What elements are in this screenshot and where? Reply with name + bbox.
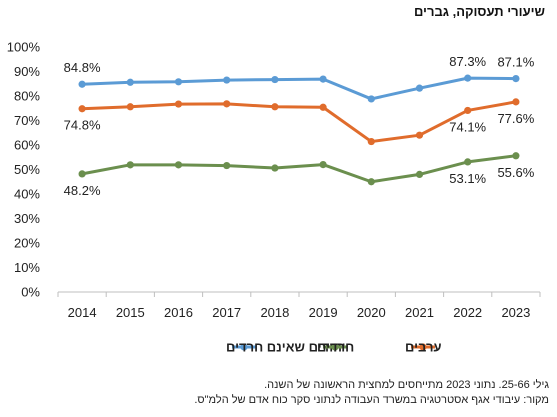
x-tick-label: 2017: [212, 305, 241, 320]
data-label: 87.3%: [449, 54, 486, 69]
legend-label: יהודים שאינם חרדים: [226, 340, 346, 355]
y-tick-label: 60%: [14, 138, 40, 153]
data-point: [512, 152, 520, 160]
data-label: 74.1%: [449, 119, 486, 134]
data-point: [223, 100, 231, 108]
data-point: [174, 78, 183, 86]
data-label: 55.6%: [497, 165, 534, 180]
x-tick-label: 2020: [357, 305, 386, 320]
data-point: [174, 100, 183, 108]
series-line: [82, 76, 516, 101]
data-point: [367, 95, 375, 103]
data-point: [271, 75, 279, 84]
series-layer: 84.8% 87.3% 87.1% 48.2% 53.1% 55.6% 74.8% 74.1%…: [64, 54, 535, 198]
series-group: 48.2% 53.1% 55.6%: [64, 152, 535, 198]
data-point: [415, 84, 424, 92]
line-chart: 0%10%20%30%40%50%60%70%80%90%100% 2014 20…: [7, 40, 541, 355]
data-point: [464, 158, 472, 166]
data-point: [512, 98, 520, 106]
series-group: 84.8% 87.3% 87.1%: [64, 54, 535, 103]
data-label: 77.6%: [497, 111, 534, 126]
legend-item: ערבים: [405, 340, 442, 355]
data-point: [512, 75, 520, 83]
x-axis: 2014 2015 2016 2017 2018 2019 2020 2021 2022 2023: [57, 291, 541, 320]
series-line: [82, 100, 517, 144]
x-tick-label: 2019: [309, 305, 338, 320]
footnotes: גילי 25-66. נתוני 2023 מתייחסים למחצית ה…: [194, 378, 549, 408]
y-tick-label: 80%: [14, 89, 40, 104]
data-point: [126, 78, 134, 86]
y-tick-label: 70%: [14, 113, 40, 128]
legend-marker: [419, 343, 427, 351]
data-point: [319, 161, 327, 169]
legend-label: חרדים: [317, 340, 354, 355]
legend-label: ערבים: [405, 340, 442, 355]
x-tick-label: 2022: [453, 305, 482, 320]
y-tick-label: 30%: [14, 211, 40, 226]
y-tick-label: 50%: [14, 162, 40, 177]
footnote-source: מקור: עיבודי אגף אסטרטגיה במשרד העבודה ל…: [194, 394, 549, 406]
x-tick-label: 2014: [68, 305, 97, 320]
data-point: [415, 131, 424, 139]
legend-item: חרדים: [317, 340, 354, 355]
chart-title: שיעורי תעסוקה, גברים: [413, 4, 545, 19]
x-tick-label: 2021: [405, 305, 434, 320]
data-point: [223, 76, 231, 84]
y-tick-label: 90%: [14, 64, 40, 79]
data-label: 74.8%: [64, 118, 101, 133]
x-tick-label: 2016: [164, 305, 193, 320]
data-point: [415, 170, 424, 178]
legend-marker: [331, 343, 339, 351]
y-axis: 0% 10% 20% 30% 40% 50% 60% 70% 80% 90% 100%: [7, 40, 41, 300]
data-point: [126, 103, 134, 111]
data-label: 87.1%: [497, 55, 534, 70]
y-tick-label: 40%: [14, 187, 40, 202]
data-label: 48.2%: [64, 183, 101, 198]
legend-item: יהודים שאינם חרדים: [226, 340, 346, 355]
y-tick-label: 10%: [14, 260, 40, 275]
data-point: [174, 161, 183, 169]
y-tick-label: 20%: [14, 236, 40, 251]
y-tick-label: 100%: [7, 40, 41, 55]
data-point: [78, 80, 86, 88]
footnote-note: גילי 25-66. נתוני 2023 מתייחסים למחצית ה…: [264, 379, 549, 391]
data-point: [367, 178, 375, 186]
data-point: [319, 103, 327, 111]
series-group: 74.8% 74.1% 77.6%: [64, 98, 535, 146]
legend-marker: [240, 343, 248, 351]
data-point: [78, 105, 86, 113]
data-point: [464, 106, 472, 115]
series-line: [81, 154, 517, 184]
data-point: [271, 103, 279, 111]
data-point: [464, 74, 472, 82]
data-point: [271, 164, 279, 172]
data-point: [319, 75, 327, 83]
x-tick-label: 2018: [260, 305, 289, 320]
x-tick-label: 2015: [116, 305, 145, 320]
data-point: [126, 161, 134, 169]
data-label: 84.8%: [64, 60, 101, 75]
data-label: 53.1%: [449, 171, 486, 186]
data-point: [78, 170, 86, 178]
data-point: [367, 137, 375, 146]
y-tick-label: 0%: [21, 285, 40, 300]
data-point: [223, 161, 231, 170]
x-tick-label: 2023: [501, 305, 530, 320]
